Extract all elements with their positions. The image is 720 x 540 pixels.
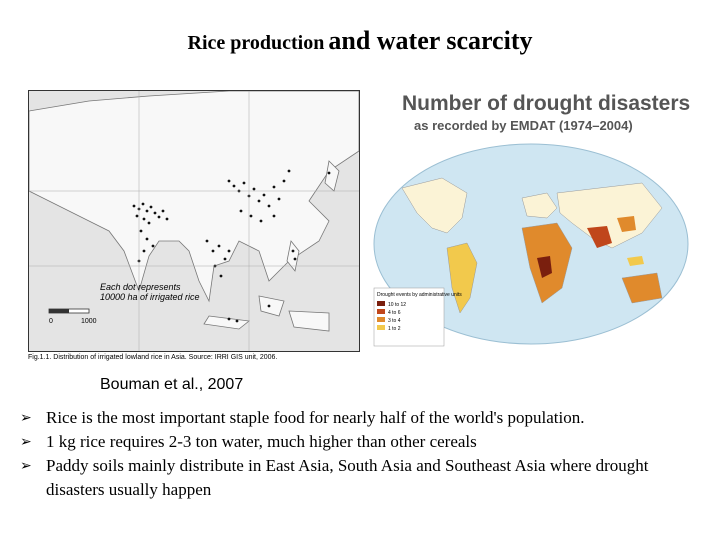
bullet-item: ➢ Paddy soils mainly distribute in East … xyxy=(20,454,710,502)
drought-disasters-figure: Number of drought disasters as recorded … xyxy=(372,86,690,350)
title-part-2: and water scarcity xyxy=(328,26,533,55)
bullet-arrow-icon: ➢ xyxy=(20,410,32,426)
rice-legend-line-1: Each dot represents xyxy=(100,282,181,292)
scale-start-label: 0 xyxy=(49,318,53,325)
drought-legend-item-2: 4 to 6 xyxy=(388,310,401,316)
bullet-item: ➢ 1 kg rice requires 2-3 ton water, much… xyxy=(20,430,710,454)
bullet-text-3: Paddy soils mainly distribute in East As… xyxy=(46,456,649,499)
asia-rice-map: 0 1000 xyxy=(28,90,360,352)
rice-map-caption: Fig.1.1. Distribution of irrigated lowla… xyxy=(28,354,278,361)
world-map-graphic: Drought events by administrative units 1… xyxy=(373,143,689,347)
bullet-text-1: Rice is the most important staple food f… xyxy=(46,408,585,427)
drought-figure-subtitle: as recorded by EMDAT (1974–2004) xyxy=(414,118,633,133)
bullet-list: ➢ Rice is the most important staple food… xyxy=(20,406,710,502)
bullet-arrow-icon: ➢ xyxy=(20,434,32,450)
drought-legend-heading: Drought events by administrative units xyxy=(377,292,462,298)
asia-map-graphic: 0 1000 xyxy=(29,91,359,351)
citation: Bouman et al., 2007 xyxy=(100,376,244,393)
bullet-arrow-icon: ➢ xyxy=(20,458,32,474)
scale-end-label: 1000 xyxy=(81,318,97,325)
bullet-item: ➢ Rice is the most important staple food… xyxy=(20,406,710,430)
slide-title: Rice production and water scarcity xyxy=(0,26,720,56)
bullet-text-2: 1 kg rice requires 2-3 ton water, much h… xyxy=(46,432,477,451)
world-drought-map: Drought events by administrative units 1… xyxy=(372,138,690,350)
drought-legend-item-4: 1 to 2 xyxy=(388,326,401,332)
title-part-1: Rice production xyxy=(187,32,325,54)
rice-map-legend: Each dot represents 10000 ha of irrigate… xyxy=(100,282,200,302)
rice-legend-line-2: 10000 ha of irrigated rice xyxy=(100,292,200,302)
drought-figure-title: Number of drought disasters xyxy=(402,92,691,115)
drought-legend-item-3: 3 to 4 xyxy=(388,318,401,324)
drought-legend-item-1: 10 to 12 xyxy=(388,302,406,308)
irrigated-rice-figure: 0 1000 Each dot represents 10000 ha of i… xyxy=(22,86,362,368)
